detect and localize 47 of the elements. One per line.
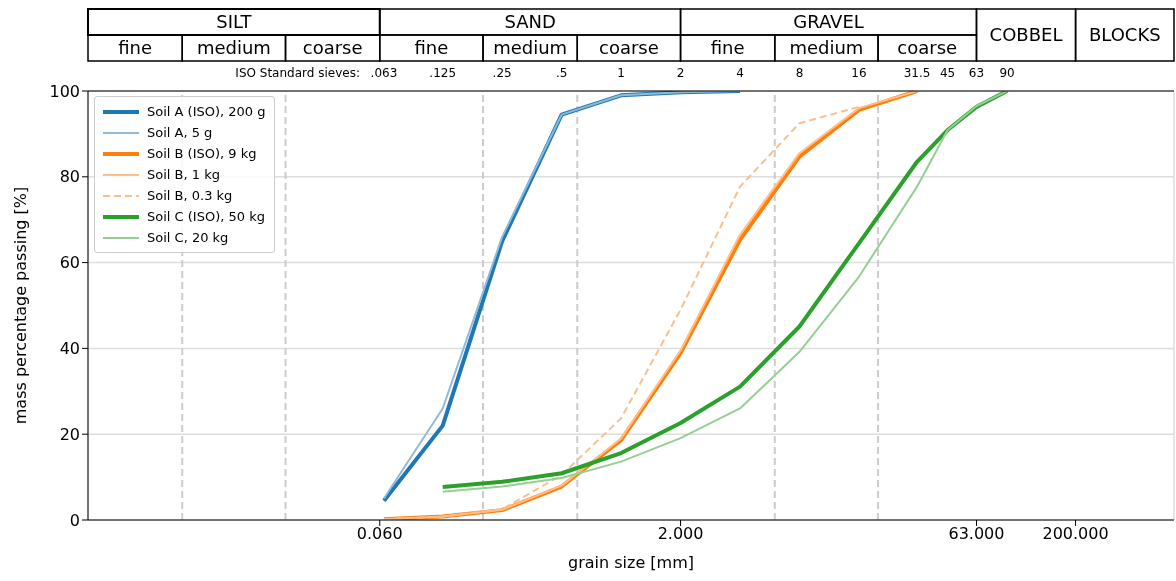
y-tick-label: 80 <box>59 167 80 187</box>
text: COBBEL <box>989 24 1063 45</box>
text: GRAVEL <box>793 11 864 32</box>
legend-label: Soil B, 1 kg <box>147 167 220 182</box>
text: 4 <box>736 66 744 80</box>
text: 90 <box>999 66 1015 80</box>
x-tick-label: 2.000 <box>657 524 704 544</box>
text: SILT <box>216 11 253 32</box>
text: coarse <box>302 37 363 58</box>
text: 16 <box>851 66 867 80</box>
x-tick-label: 0.060 <box>356 524 403 544</box>
text: coarse <box>599 37 659 58</box>
text: fine <box>414 37 449 58</box>
text: 45 <box>939 66 956 80</box>
text: 31.5 <box>903 66 931 80</box>
legend-label: Soil A (ISO), 200 g <box>147 104 266 119</box>
y-tick-label: 100 <box>49 81 80 101</box>
y-tick-label: 20 <box>59 424 80 444</box>
x-tick-label: 63.000 <box>948 524 1005 544</box>
text: 1 <box>617 66 625 80</box>
legend-label: Soil B (ISO), 9 kg <box>147 146 257 161</box>
legend-label: Soil A, 5 g <box>147 125 213 140</box>
y-tick-label: 40 <box>59 339 80 359</box>
y-tick-label: 0 <box>69 510 80 530</box>
text: .5 <box>555 66 568 80</box>
text: SAND <box>504 11 556 32</box>
x-axis-title: grain size [mm] <box>568 553 694 572</box>
x-tick-label: 200.000 <box>1042 524 1109 544</box>
text: fine <box>118 37 153 58</box>
text: 2 <box>676 66 685 80</box>
text: 8 <box>795 66 804 80</box>
legend-label: Soil C, 20 kg <box>147 230 229 245</box>
text: 63 <box>968 66 985 80</box>
text: fine <box>710 37 745 58</box>
text: medium <box>493 37 568 58</box>
text: .063 <box>370 66 398 80</box>
text: .125 <box>429 66 457 80</box>
y-tick-label: 60 <box>59 253 80 273</box>
text: BLOCKS <box>1088 24 1161 45</box>
legend-label: Soil B, 0.3 kg <box>147 188 233 203</box>
text: medium <box>196 37 271 58</box>
text: .25 <box>492 66 512 80</box>
text: coarse <box>897 37 958 58</box>
legend-label: Soil C (ISO), 50 kg <box>147 209 265 224</box>
y-axis-title: mass percentage passing [%] <box>10 186 30 425</box>
text: ISO Standard sieves: <box>235 66 360 80</box>
text: medium <box>789 37 864 58</box>
